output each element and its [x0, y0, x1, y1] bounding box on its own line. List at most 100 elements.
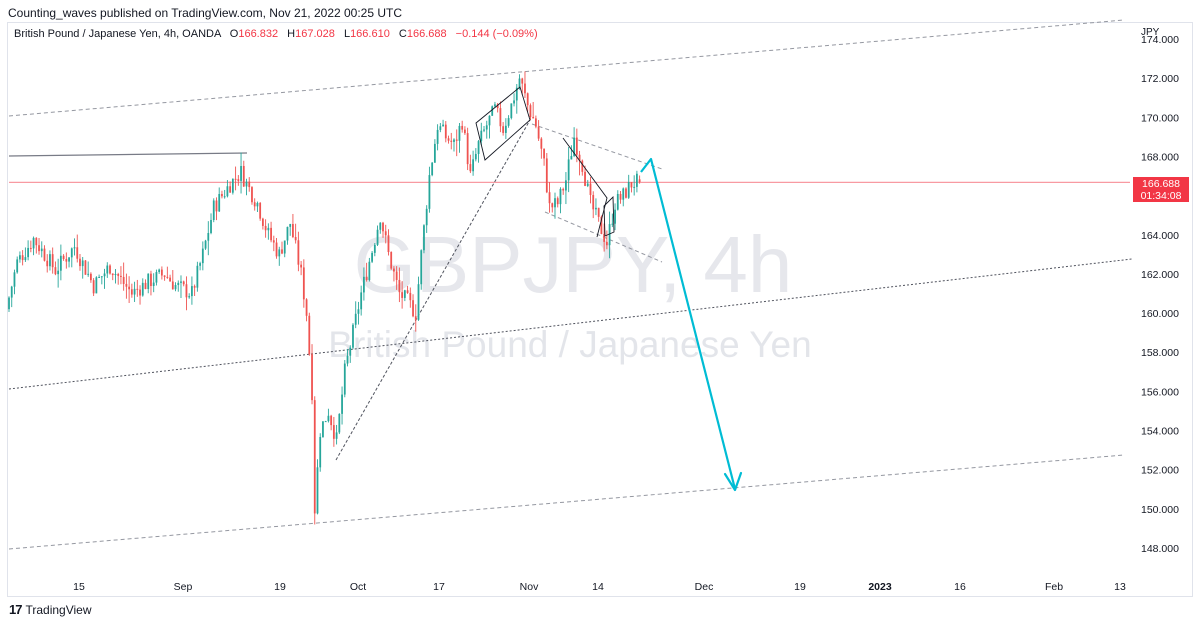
- price-tick-label: 150.000: [1141, 504, 1179, 516]
- candle-body: [630, 182, 633, 188]
- lower-channel-line: [8, 454, 1125, 550]
- candle-body: [327, 415, 330, 422]
- legend-high-label: H: [287, 28, 296, 40]
- candle-body: [472, 159, 474, 172]
- candle-body: [360, 292, 363, 310]
- projection-arrow-line: [640, 157, 737, 490]
- chart-frame: [7, 22, 1193, 597]
- drawings[interactable]: [8, 19, 1133, 550]
- candle-body: [461, 125, 464, 130]
- candle-body: [477, 141, 480, 154]
- candle-body: [292, 224, 294, 238]
- time-tick-label: 19: [274, 581, 286, 593]
- candle-body: [543, 148, 545, 159]
- legend-close-value: 166.688: [406, 28, 447, 40]
- candle-body: [442, 124, 444, 127]
- candle-body: [469, 164, 472, 172]
- candle-body: [35, 237, 38, 246]
- candle-body: [390, 252, 393, 269]
- candle-body: [46, 260, 49, 267]
- time-tick-label: 13: [1114, 581, 1126, 593]
- time-tick-label: Oct: [350, 581, 366, 593]
- candle-body: [597, 207, 600, 217]
- candle-body: [272, 240, 275, 243]
- candle-body: [106, 265, 109, 274]
- candle-body: [592, 195, 595, 210]
- candle-body: [545, 158, 548, 193]
- candle-body: [499, 108, 502, 127]
- overlay-drawings[interactable]: [475, 86, 743, 492]
- price-tick-label: 154.000: [1141, 426, 1179, 438]
- price-tick-label: 158.000: [1141, 347, 1179, 359]
- candle-body: [84, 260, 87, 275]
- candle-body: [57, 270, 60, 275]
- candle-body: [409, 292, 412, 301]
- candle-body: [373, 244, 376, 253]
- tradingview-brand[interactable]: 17 TradingView: [9, 602, 92, 617]
- candle-body: [19, 255, 21, 260]
- candle-body: [245, 181, 248, 187]
- candle-body: [171, 281, 174, 290]
- wave-trendline: [335, 119, 531, 461]
- time-axis[interactable]: 15 Sep 19 Oct 17 Nov 14 Dec 19 2023 16 Feb 13: [73, 581, 1126, 593]
- candle-body: [62, 255, 65, 259]
- candle-body: [294, 237, 297, 241]
- candle-body: [79, 258, 81, 267]
- candle-body: [316, 467, 319, 514]
- candle-body: [524, 83, 526, 94]
- candle-body: [444, 124, 447, 139]
- candle-body: [65, 258, 68, 262]
- candle-body: [551, 203, 554, 208]
- candle-body: [275, 242, 278, 257]
- candle-body: [40, 248, 43, 252]
- candle-body: [188, 296, 191, 298]
- last-price-value: 166.688: [1142, 178, 1180, 190]
- candle-body: [439, 126, 442, 130]
- candle-body: [578, 154, 581, 161]
- legend-low-label: L: [343, 28, 351, 40]
- candle-body: [191, 286, 193, 297]
- price-tick-label: 174.000: [1141, 34, 1179, 46]
- candles: [8, 71, 641, 525]
- candle-body: [414, 316, 417, 320]
- candle-body: [357, 309, 360, 314]
- time-tick-label: 15: [73, 581, 85, 593]
- watermark: GBPJPY, 4h British Pound / Japanese Yen: [328, 220, 811, 365]
- last-price-label: 166.688 01:34:08: [1133, 177, 1189, 202]
- candle-body: [13, 272, 16, 287]
- bar-countdown: 01:34:08: [1140, 190, 1182, 202]
- candle-body: [398, 279, 401, 293]
- legend-symbol: British Pound / Japanese Yen, 4h, OANDA: [14, 28, 221, 40]
- candle-body: [278, 249, 281, 257]
- legend-high-value: 167.028: [295, 28, 335, 40]
- candle-body: [59, 255, 62, 271]
- legend-open-value: 166.832: [238, 28, 279, 40]
- price-axis[interactable]: 148.000 150.000 152.000 154.000 156.000 158.0…: [1141, 34, 1179, 555]
- candle-body: [365, 276, 368, 281]
- watermark-name: British Pound / Japanese Yen: [328, 324, 811, 365]
- candle-body: [474, 153, 477, 160]
- legend-close-label: C: [398, 28, 407, 40]
- candle-body: [423, 225, 425, 251]
- candle-body: [458, 125, 461, 141]
- time-tick-label: Sep: [174, 581, 193, 593]
- candle-body: [488, 115, 491, 126]
- candle-body: [395, 271, 398, 280]
- candle-body: [575, 137, 578, 155]
- price-tick-label: 170.000: [1141, 112, 1179, 124]
- mid-channel-line: [8, 258, 1133, 390]
- candle-body: [305, 299, 308, 316]
- candle-body: [403, 290, 406, 298]
- candle-body: [453, 139, 455, 142]
- candle-body: [586, 183, 589, 186]
- candle-body: [619, 193, 622, 200]
- candle-body: [43, 248, 46, 261]
- projection-arrow-head: [723, 471, 743, 492]
- candle-body: [376, 229, 379, 245]
- candle-body: [152, 282, 155, 287]
- rising-wedge-shape: [475, 86, 531, 161]
- candle-body: [515, 87, 518, 101]
- candle-body: [406, 290, 409, 293]
- candle-body: [573, 137, 576, 156]
